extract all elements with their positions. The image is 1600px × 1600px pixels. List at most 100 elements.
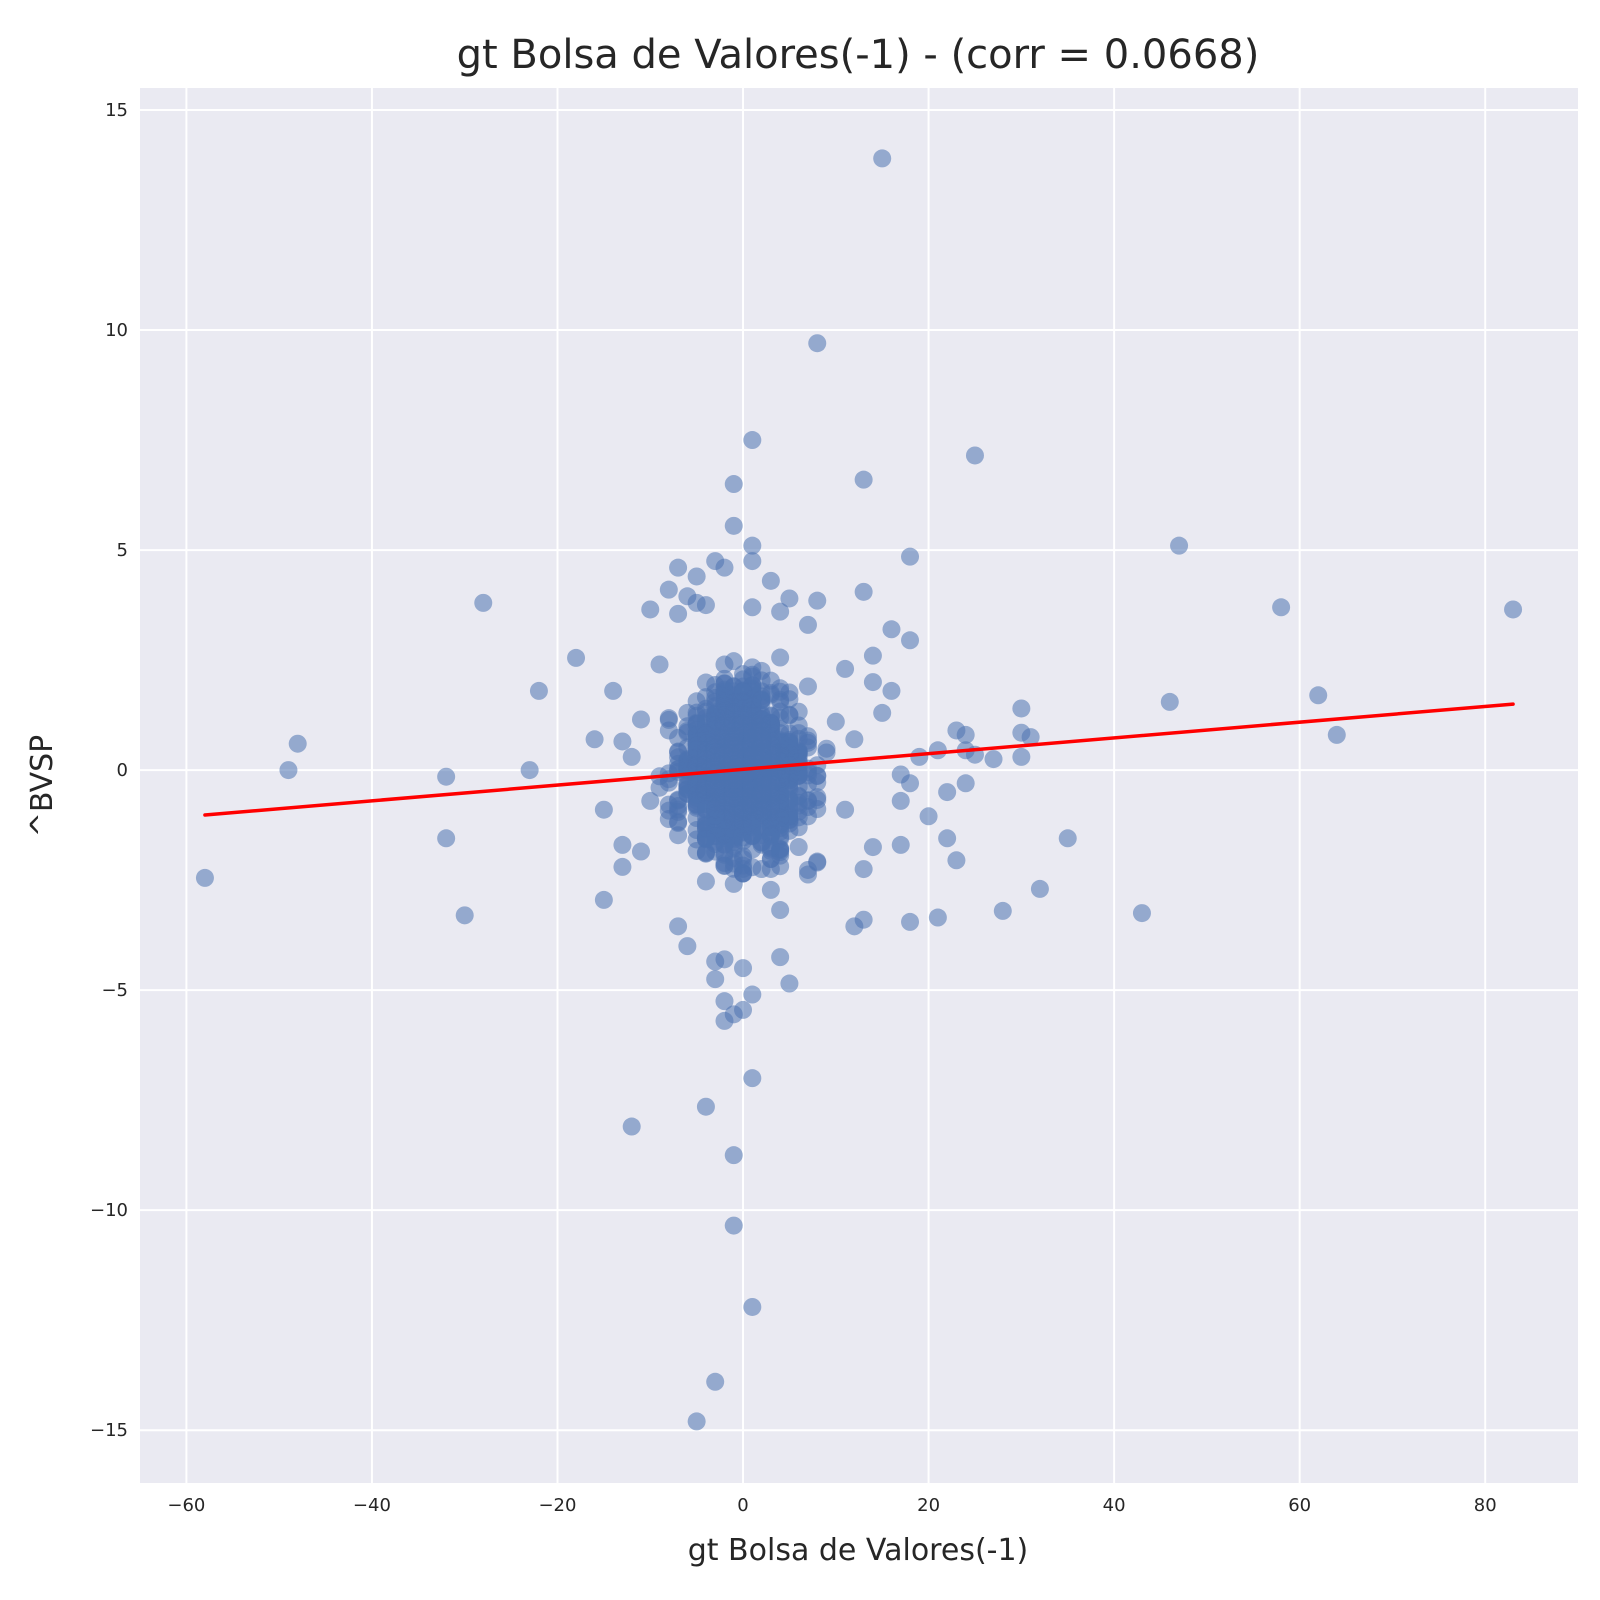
scatter-point	[659, 773, 678, 792]
scatter-point	[715, 655, 734, 674]
scatter-point	[1030, 879, 1049, 898]
scatter-point	[1160, 692, 1179, 711]
scatter-point	[780, 690, 799, 709]
scatter-point	[1170, 536, 1189, 555]
x-tick-label: 60	[1288, 1495, 1311, 1516]
scatter-point	[715, 1011, 734, 1030]
scatter-point	[891, 791, 910, 810]
y-tick-label: 0	[117, 760, 128, 781]
scatter-point	[928, 908, 947, 927]
y-tick-label: −5	[101, 980, 128, 1001]
scatter-point	[687, 1412, 706, 1431]
scatter-point	[854, 470, 873, 489]
scatter-point	[780, 974, 799, 993]
scatter-point	[826, 712, 845, 731]
grid-lines	[140, 88, 1578, 1483]
scatter-point	[743, 690, 762, 709]
scatter-point	[808, 852, 827, 871]
scatter-point	[761, 880, 780, 899]
scatter-point	[715, 856, 734, 875]
scatter-point	[743, 431, 762, 450]
scatter-point	[724, 693, 743, 712]
scatter-point	[715, 719, 734, 738]
scatter-point	[687, 567, 706, 586]
scatter-point	[984, 750, 1003, 769]
scatter-point	[798, 615, 817, 634]
scatter-point	[1309, 686, 1328, 705]
scatter-point	[687, 741, 706, 760]
scatter-point	[715, 992, 734, 1011]
scatter-point	[696, 688, 715, 707]
scatter-point	[743, 536, 762, 555]
y-axis-title: ^BVSP	[25, 735, 60, 837]
y-tick-label: 15	[105, 100, 128, 121]
scatter-point	[529, 681, 548, 700]
scatter-point	[696, 830, 715, 849]
scatter-point	[613, 732, 632, 751]
scatter-point	[1272, 598, 1291, 617]
scatter-point	[715, 825, 734, 844]
scatter-point	[752, 801, 771, 820]
scatter-point	[882, 681, 901, 700]
scatter-point	[771, 829, 790, 848]
scatter-point	[669, 917, 688, 936]
scatter-point	[696, 596, 715, 615]
scatter-point	[743, 1069, 762, 1088]
scatter-point	[863, 646, 882, 665]
scatter-point	[706, 1372, 725, 1391]
scatter-point	[938, 829, 957, 848]
scatter-point	[594, 890, 613, 909]
scatter-point	[567, 648, 586, 667]
scatter-point	[761, 775, 780, 794]
scatter-point	[836, 800, 855, 819]
y-tick-label: 10	[105, 320, 128, 341]
scatter-point	[734, 959, 753, 978]
x-axis-title: gt Bolsa de Valores(-1)	[688, 1533, 1029, 1568]
scatter-point	[919, 807, 938, 826]
scatter-point	[715, 558, 734, 577]
scatter-point	[891, 835, 910, 854]
fit-line-group	[203, 702, 1515, 817]
scatter-point	[279, 761, 298, 780]
scatter-point	[724, 788, 743, 807]
scatter-point	[706, 753, 725, 772]
x-tick-label: 20	[917, 1495, 940, 1516]
scatter-point	[873, 149, 892, 168]
scatter-point	[678, 937, 697, 956]
scatter-point	[798, 766, 817, 785]
scatter-point	[901, 912, 920, 931]
scatter-point	[706, 970, 725, 989]
scatter-point	[743, 552, 762, 571]
scatter-point	[873, 703, 892, 722]
scatter-point	[724, 1146, 743, 1165]
scatter-point	[817, 739, 836, 758]
scatter-point	[836, 659, 855, 678]
scatter-point	[882, 620, 901, 639]
scatter-point	[1327, 725, 1346, 744]
scatter-point	[585, 730, 604, 749]
scatter-point	[845, 917, 864, 936]
scatter-point	[780, 732, 799, 751]
x-tick-label: 40	[1103, 1495, 1126, 1516]
scatter-point	[1012, 699, 1031, 718]
scatter-point	[669, 748, 688, 767]
x-tick-label: 0	[737, 1495, 748, 1516]
scatter-point	[734, 856, 753, 875]
scatter-point	[863, 673, 882, 692]
scatter-point	[901, 547, 920, 566]
scatter-point	[696, 799, 715, 818]
y-tick-labels: −15 −10 −5 0 5 10 15	[90, 100, 128, 1441]
x-tick-labels: −60 −40 −20 0 20 40 60 80	[167, 1495, 1496, 1516]
scatter-point	[650, 655, 669, 674]
scatter-point	[622, 1117, 641, 1136]
scatter-point	[863, 838, 882, 857]
scatter-point	[854, 860, 873, 879]
scatter-point	[808, 334, 827, 353]
scatter-point	[659, 709, 678, 728]
scatter-point	[761, 571, 780, 590]
scatter-point	[724, 1216, 743, 1235]
scatter-point	[715, 674, 734, 693]
x-tick-label: −40	[353, 1495, 391, 1516]
scatter-point	[808, 800, 827, 819]
scatter-point	[641, 600, 660, 619]
